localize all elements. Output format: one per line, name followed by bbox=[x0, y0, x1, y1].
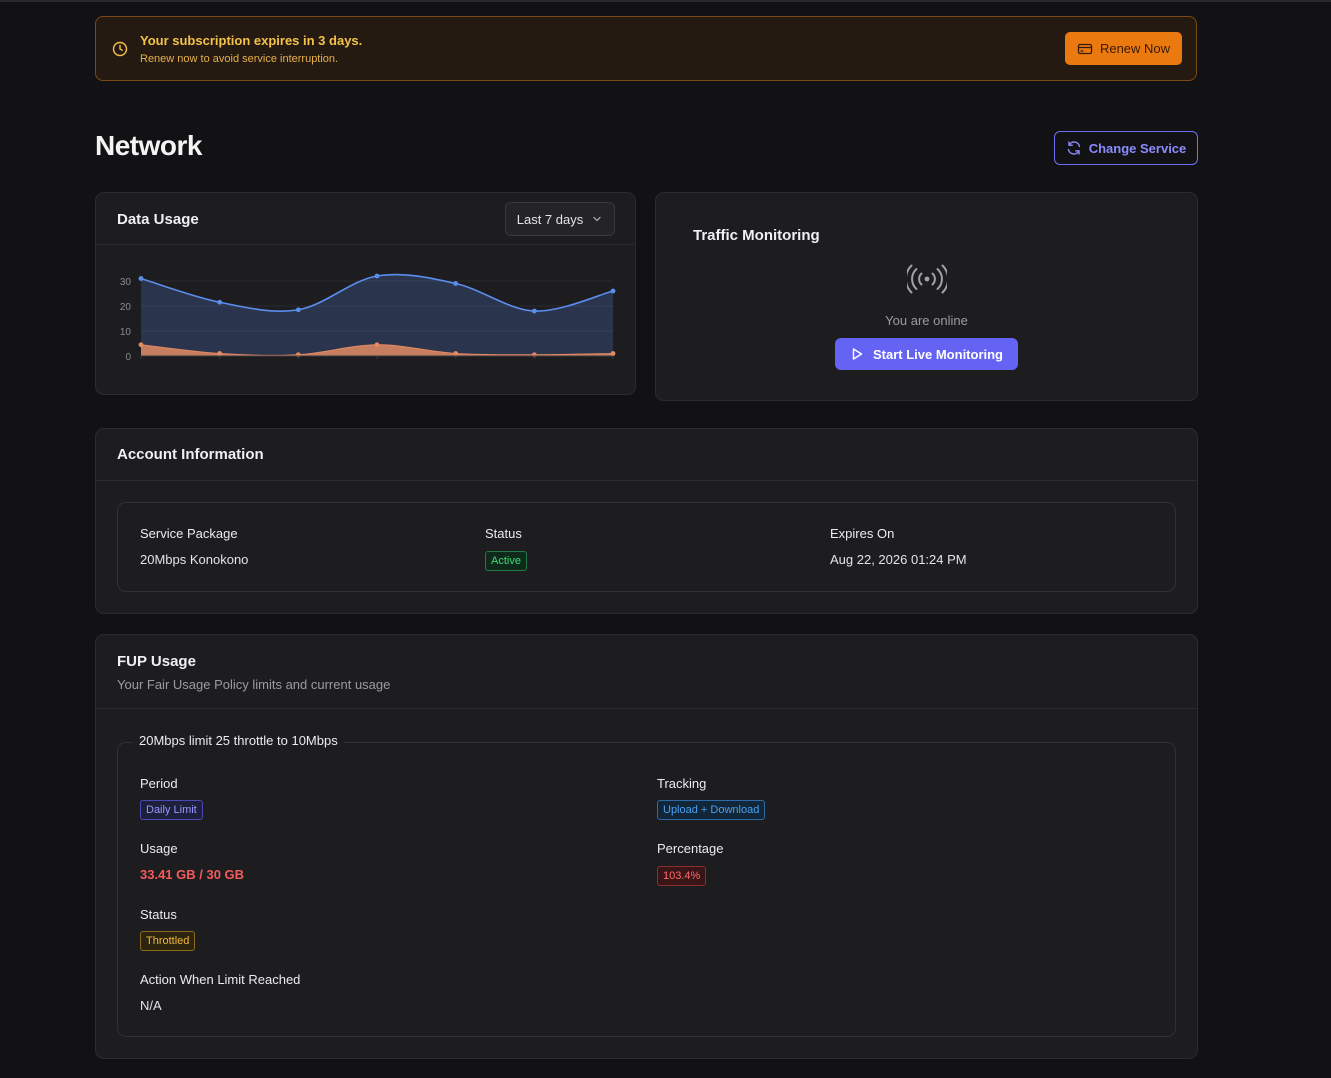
action-value: N/A bbox=[140, 998, 162, 1013]
account-details-box: Service Package 20Mbps Konokono Status A… bbox=[117, 502, 1176, 592]
period-badge: Daily Limit bbox=[140, 800, 203, 820]
chart-data-point bbox=[610, 351, 616, 356]
chart-y-tick-label: 0 bbox=[125, 352, 131, 363]
card-divider bbox=[96, 244, 635, 245]
tracking-badge: Upload + Download bbox=[657, 800, 766, 820]
broadcast-signal-icon bbox=[907, 264, 947, 294]
data-usage-title: Data Usage bbox=[117, 211, 199, 228]
fup-policy-box bbox=[117, 742, 1176, 1037]
chart-data-point bbox=[610, 288, 616, 294]
chart-data-point bbox=[217, 351, 223, 356]
data-usage-card: Data Usage Last 7 days 0 10 20 30 bbox=[95, 192, 636, 395]
traffic-title: Traffic Monitoring bbox=[693, 227, 820, 244]
chart-y-tick-label: 10 bbox=[120, 327, 132, 338]
account-title: Account Information bbox=[117, 446, 264, 463]
fup-usage-card: FUP Usage Your Fair Usage Policy limits … bbox=[95, 634, 1198, 1059]
subscription-banner: Your subscription expires in 3 days. Ren… bbox=[95, 16, 1197, 81]
refresh-icon bbox=[1067, 141, 1080, 155]
traffic-monitoring-card: Traffic Monitoring You are online Start … bbox=[655, 192, 1198, 401]
chart-y-tick-label: 20 bbox=[120, 302, 132, 313]
online-status-text: You are online bbox=[885, 313, 968, 328]
expires-on-label: Expires On bbox=[830, 526, 895, 541]
change-service-button[interactable]: Change Service bbox=[1054, 131, 1198, 165]
renew-now-button[interactable]: Renew Now bbox=[1065, 32, 1182, 65]
page-title: Network bbox=[95, 130, 202, 161]
service-package-value: 20Mbps Konokono bbox=[140, 552, 249, 567]
percentage-badge: 103.4% bbox=[657, 866, 707, 886]
range-select-value: Last 7 days bbox=[516, 211, 584, 227]
card-divider bbox=[96, 708, 1197, 709]
fup-title: FUP Usage bbox=[117, 653, 196, 670]
chart-data-point bbox=[374, 273, 380, 279]
banner-subtitle: Renew now to avoid service interruption. bbox=[140, 53, 339, 65]
percentage-label: Percentage bbox=[657, 841, 724, 856]
chart-data-point bbox=[453, 351, 459, 356]
period-label: Period bbox=[140, 776, 178, 791]
usage-value: 33.41 GB / 30 GB bbox=[140, 867, 245, 882]
range-select[interactable]: Last 7 days bbox=[505, 202, 615, 236]
banner-title: Your subscription expires in 3 days. bbox=[140, 33, 363, 48]
account-information-card: Account Information Service Package 20Mb… bbox=[95, 428, 1198, 614]
chart-data-point bbox=[217, 299, 223, 305]
chart-data-point bbox=[295, 307, 301, 313]
fup-policy-name: 20Mbps limit 25 throttle to 10Mbps bbox=[133, 733, 344, 748]
renew-now-label: Renew Now bbox=[1099, 41, 1171, 56]
chart-data-point bbox=[138, 342, 144, 348]
chart-data-point bbox=[453, 281, 459, 286]
clock-icon bbox=[112, 41, 128, 57]
chart-data-point bbox=[138, 276, 144, 281]
fup-status-label: Status bbox=[140, 907, 177, 922]
play-icon bbox=[852, 348, 863, 360]
status-badge: Active bbox=[485, 551, 527, 571]
chevron-down-icon bbox=[593, 216, 601, 222]
service-package-label: Service Package bbox=[140, 526, 238, 541]
start-live-monitoring-label: Start Live Monitoring bbox=[873, 346, 1003, 362]
chart-y-tick-label: 30 bbox=[120, 277, 132, 288]
chart-data-point bbox=[374, 342, 380, 348]
chart-series-area bbox=[141, 344, 613, 356]
change-service-label: Change Service bbox=[1088, 140, 1187, 156]
expires-on-value: Aug 22, 2026 01:24 PM bbox=[830, 552, 967, 567]
status-label: Status bbox=[485, 526, 522, 541]
credit-card-icon bbox=[1077, 43, 1093, 54]
usage-label: Usage bbox=[140, 841, 178, 856]
tracking-label: Tracking bbox=[657, 776, 707, 791]
data-usage-chart: 0 10 20 30 bbox=[120, 273, 616, 363]
fup-status-badge: Throttled bbox=[140, 931, 196, 951]
action-label: Action When Limit Reached bbox=[140, 972, 301, 987]
chart-data-point bbox=[531, 308, 537, 314]
fup-subtitle: Your Fair Usage Policy limits and curren… bbox=[117, 677, 391, 692]
top-border bbox=[0, 0, 1331, 2]
chart-series-area bbox=[141, 274, 613, 356]
card-divider bbox=[96, 480, 1197, 481]
start-live-monitoring-button[interactable]: Start Live Monitoring bbox=[835, 338, 1018, 370]
